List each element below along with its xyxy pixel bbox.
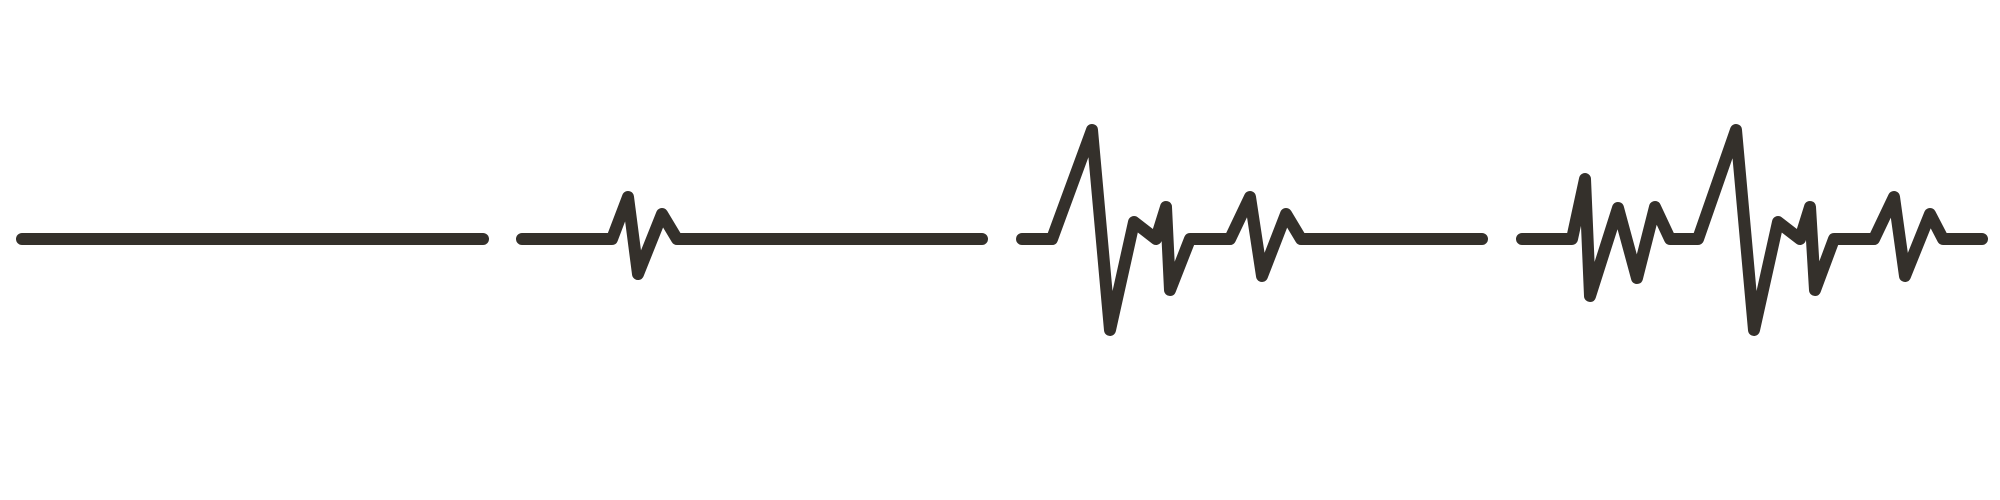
single-pulse-icon: [516, 191, 988, 280]
rapid-pulse-icon: [1516, 124, 1988, 336]
double-pulse-icon: [1016, 124, 1488, 336]
